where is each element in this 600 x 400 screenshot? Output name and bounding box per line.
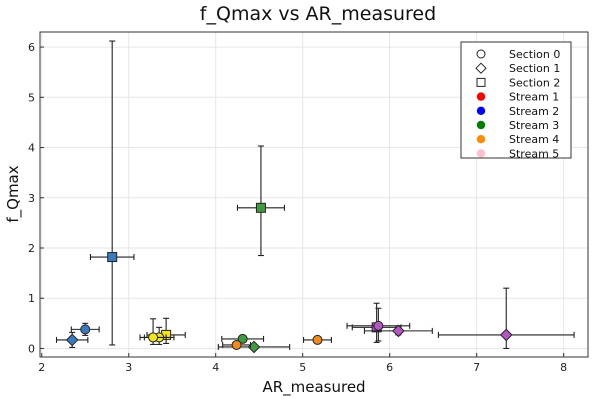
data-point-group xyxy=(437,287,575,350)
x-tick-label: 6 xyxy=(386,361,393,374)
y-tick-label: 4 xyxy=(28,142,35,155)
x-tick-label: 5 xyxy=(299,361,306,374)
data-point-circle xyxy=(80,324,91,335)
data-point-group xyxy=(139,318,167,345)
y-axis-title: f_Qmax xyxy=(4,165,23,222)
legend-item: Section 0 xyxy=(476,48,560,61)
legend-item: Stream 3 xyxy=(476,119,559,132)
data-point-group xyxy=(236,145,285,257)
legend-marker-square xyxy=(476,77,486,87)
data-point-diamond xyxy=(392,324,405,338)
data-point-circle xyxy=(231,339,242,350)
legend-item: Stream 1 xyxy=(476,91,559,104)
data-point-group xyxy=(217,340,291,354)
data-point-group xyxy=(55,331,89,349)
legend-color-swatch xyxy=(476,92,486,101)
tick-layer: 2 3 4 5 6 7 8 0 1 2 3 4 5 6 xyxy=(28,41,567,374)
legend-marker-diamond xyxy=(475,62,487,74)
legend-color-swatch xyxy=(476,149,486,158)
data-point-group xyxy=(363,324,433,338)
data-layer xyxy=(55,40,575,354)
legend-item: Stream 5 xyxy=(476,147,559,160)
legend-item: Section 2 xyxy=(476,76,560,89)
legend-item: Stream 4 xyxy=(476,133,559,146)
x-tick-label: 3 xyxy=(125,361,132,374)
data-point-group xyxy=(303,334,332,345)
y-tick-label: 0 xyxy=(28,342,35,355)
x-tick-label: 8 xyxy=(560,361,567,374)
legend-color-swatch xyxy=(476,135,486,144)
plot-frame xyxy=(39,31,589,358)
data-point-circle xyxy=(312,334,323,345)
legend-color-swatch xyxy=(476,120,486,130)
y-tick-label: 5 xyxy=(28,91,35,104)
data-point-diamond xyxy=(65,333,79,347)
x-tick-label: 2 xyxy=(38,361,45,374)
data-point-circle xyxy=(148,332,159,343)
data-point-group xyxy=(346,307,411,342)
legend-label: Section 0 xyxy=(509,48,560,61)
x-axis-title: AR_measured xyxy=(262,378,365,397)
data-point-group xyxy=(70,322,100,336)
data-point-group xyxy=(222,339,252,350)
legend-label: Section 1 xyxy=(509,62,560,75)
y-tick-label: 6 xyxy=(28,41,35,54)
legend-label: Stream 1 xyxy=(509,91,559,104)
data-point-circle xyxy=(373,320,384,331)
legend-label: Stream 3 xyxy=(509,119,559,132)
data-point-diamond xyxy=(499,328,513,342)
legend-label: Stream 5 xyxy=(509,147,559,160)
legend-item: Stream 2 xyxy=(476,105,559,118)
y-tick-label: 1 xyxy=(28,292,35,305)
data-point-square xyxy=(255,202,266,213)
data-point-group xyxy=(89,40,135,346)
legend-color-swatch xyxy=(476,106,486,116)
chart-title: f_Qmax vs AR_measured xyxy=(200,3,436,25)
y-tick-label: 2 xyxy=(28,242,35,255)
legend-label: Stream 2 xyxy=(509,105,559,118)
data-point-group xyxy=(221,333,265,344)
data-point-square xyxy=(107,252,118,263)
legend-label: Section 2 xyxy=(509,76,560,89)
x-tick-label: 7 xyxy=(473,361,480,374)
x-tick-label: 4 xyxy=(212,361,219,374)
data-point-circle xyxy=(237,333,248,344)
legend-item: Section 1 xyxy=(475,62,560,75)
legend-marker-circle xyxy=(476,49,486,59)
legend-label: Stream 4 xyxy=(509,133,559,146)
y-tick-label: 3 xyxy=(28,192,35,205)
